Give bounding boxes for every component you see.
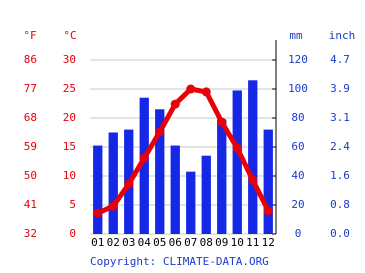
x-tick-label: 02: [107, 236, 120, 249]
c-axis-label: °C: [63, 29, 76, 42]
c-tick-label: 25: [63, 82, 76, 95]
mm-tick-label: 20: [291, 198, 304, 211]
x-tick-label: 06: [169, 236, 182, 249]
mm-tick-label: 120: [288, 53, 308, 66]
f-tick-label: 50: [24, 169, 37, 182]
temperature-point: [201, 87, 211, 97]
f-tick-label: 32: [24, 227, 37, 240]
temperature-point: [93, 208, 103, 218]
mm-tick-label: 0: [295, 227, 302, 240]
inch-tick-label: 0.8: [330, 198, 350, 211]
f-tick-label: 41: [24, 198, 37, 211]
temperature-point: [124, 179, 134, 189]
c-tick-label: 5: [69, 198, 76, 211]
bar: [93, 145, 103, 234]
temperature-point: [108, 201, 118, 211]
temperature-point: [186, 84, 196, 94]
mm-axis-label: mm: [289, 29, 303, 42]
c-tick-label: 30: [63, 53, 76, 66]
x-tick-label: 07: [184, 236, 197, 249]
inch-tick-label: 3.9: [330, 82, 350, 95]
inch-axis-label: inch: [329, 29, 356, 42]
f-tick-label: 68: [24, 111, 37, 124]
temperature-point: [232, 143, 242, 153]
x-tick-label: 08: [200, 236, 213, 249]
c-tick-label: 0: [69, 227, 76, 240]
bar: [248, 80, 258, 234]
temperature-point: [263, 206, 273, 216]
temperature-point: [217, 117, 227, 127]
bar: [217, 119, 227, 234]
c-tick-label: 10: [63, 169, 76, 182]
x-tick-label: 09: [215, 236, 228, 249]
c-tick-label: 20: [63, 111, 76, 124]
bar: [170, 145, 180, 234]
f-axis-label: °F: [23, 29, 36, 42]
source: Copyright: CLIMATE-DATA.ORG: [90, 255, 269, 268]
inch-tick-label: 0.0: [330, 227, 350, 240]
mm-tick-label: 40: [291, 169, 304, 182]
f-tick-label: 59: [24, 140, 37, 153]
x-tick-label: 04: [138, 236, 152, 249]
x-tick-label: 12: [262, 236, 275, 249]
bar: [263, 129, 273, 234]
bar: [108, 132, 118, 234]
bar: [186, 171, 196, 234]
temperature-line: [96, 86, 271, 216]
mm-tick-label: 80: [291, 111, 304, 124]
x-tick-label: 05: [153, 236, 166, 249]
f-tick-label: 86: [24, 53, 37, 66]
c-tick-label: 15: [63, 140, 76, 153]
temperature-point: [155, 127, 165, 137]
inch-tick-label: 4.7: [330, 53, 350, 66]
bar: [232, 90, 242, 234]
inch-tick-label: 2.4: [330, 140, 350, 153]
x-tick-label: 01: [91, 236, 104, 249]
inch-tick-label: 3.1: [330, 111, 350, 124]
bar: [201, 155, 211, 234]
inch-tick-label: 1.6: [330, 169, 350, 182]
bar: [139, 97, 149, 234]
mm-tick-label: 100: [288, 82, 308, 95]
mm-tick-label: 60: [291, 140, 304, 153]
x-tick-label: 10: [231, 236, 244, 249]
temperature-point: [248, 175, 258, 185]
x-tick-label: 03: [122, 236, 135, 249]
x-tick-label: 11: [246, 236, 259, 249]
temperature-point: [170, 99, 180, 109]
bar: [155, 109, 165, 234]
temperature-point: [139, 153, 149, 163]
f-tick-label: 77: [24, 82, 37, 95]
